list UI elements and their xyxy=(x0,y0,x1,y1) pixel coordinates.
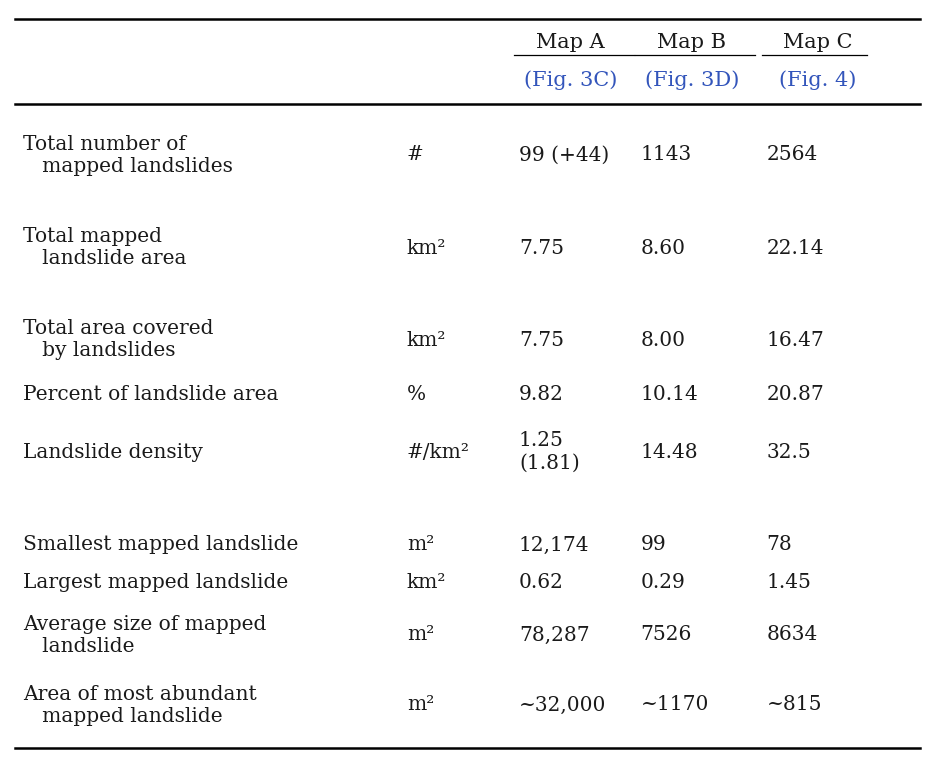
Text: ~815: ~815 xyxy=(767,695,822,714)
Text: 99: 99 xyxy=(640,536,667,555)
Text: 1.45: 1.45 xyxy=(767,574,812,593)
Text: 8.60: 8.60 xyxy=(640,238,685,257)
Text: Average size of mapped: Average size of mapped xyxy=(23,614,266,633)
Text: 7526: 7526 xyxy=(640,626,692,645)
Text: 1143: 1143 xyxy=(640,145,692,164)
Text: 8634: 8634 xyxy=(767,626,818,645)
Text: Total area covered: Total area covered xyxy=(23,319,214,338)
Text: 1.25: 1.25 xyxy=(519,432,564,451)
Text: 20.87: 20.87 xyxy=(767,386,825,404)
Text: ~1170: ~1170 xyxy=(640,695,709,714)
Text: 2564: 2564 xyxy=(767,145,818,164)
Text: Map B: Map B xyxy=(657,33,726,51)
Text: #/km²: #/km² xyxy=(407,442,469,461)
Text: (Fig. 3D): (Fig. 3D) xyxy=(645,70,739,90)
Text: landslide area: landslide area xyxy=(23,250,187,268)
Text: 78,287: 78,287 xyxy=(519,626,590,645)
Text: Landslide density: Landslide density xyxy=(23,442,203,461)
Text: 32.5: 32.5 xyxy=(767,442,812,461)
Text: km²: km² xyxy=(407,238,446,257)
Text: Largest mapped landslide: Largest mapped landslide xyxy=(23,574,289,593)
Text: 7.75: 7.75 xyxy=(519,331,564,349)
Text: mapped landslides: mapped landslides xyxy=(23,157,233,176)
Text: Percent of landslide area: Percent of landslide area xyxy=(23,386,279,404)
Text: landslide: landslide xyxy=(23,636,135,656)
Text: %: % xyxy=(407,386,425,404)
Text: 16.47: 16.47 xyxy=(767,331,825,349)
Text: (Fig. 3C): (Fig. 3C) xyxy=(524,70,617,90)
Text: 8.00: 8.00 xyxy=(640,331,685,349)
Text: mapped landslide: mapped landslide xyxy=(23,707,223,726)
Text: m²: m² xyxy=(407,695,434,714)
Text: 14.48: 14.48 xyxy=(640,442,698,461)
Text: 78: 78 xyxy=(767,536,793,555)
Text: 7.75: 7.75 xyxy=(519,238,564,257)
Text: 10.14: 10.14 xyxy=(640,386,698,404)
Text: 9.82: 9.82 xyxy=(519,386,564,404)
Text: ~32,000: ~32,000 xyxy=(519,695,606,714)
Text: Map A: Map A xyxy=(536,33,605,51)
Text: m²: m² xyxy=(407,626,434,645)
Text: by landslides: by landslides xyxy=(23,342,176,361)
Text: Area of most abundant: Area of most abundant xyxy=(23,685,257,704)
Text: #: # xyxy=(407,145,424,164)
Text: Map C: Map C xyxy=(784,33,853,51)
Text: 0.62: 0.62 xyxy=(519,574,564,593)
Text: 99 (+44): 99 (+44) xyxy=(519,145,610,164)
Text: (1.81): (1.81) xyxy=(519,454,580,472)
Text: km²: km² xyxy=(407,574,446,593)
Text: 22.14: 22.14 xyxy=(767,238,824,257)
Text: Total number of: Total number of xyxy=(23,134,186,154)
Text: m²: m² xyxy=(407,536,434,555)
Text: km²: km² xyxy=(407,331,446,349)
Text: Total mapped: Total mapped xyxy=(23,228,163,247)
Text: 12,174: 12,174 xyxy=(519,536,589,555)
Text: (Fig. 4): (Fig. 4) xyxy=(780,70,856,90)
Text: 0.29: 0.29 xyxy=(640,574,685,593)
Text: Smallest mapped landslide: Smallest mapped landslide xyxy=(23,536,299,555)
